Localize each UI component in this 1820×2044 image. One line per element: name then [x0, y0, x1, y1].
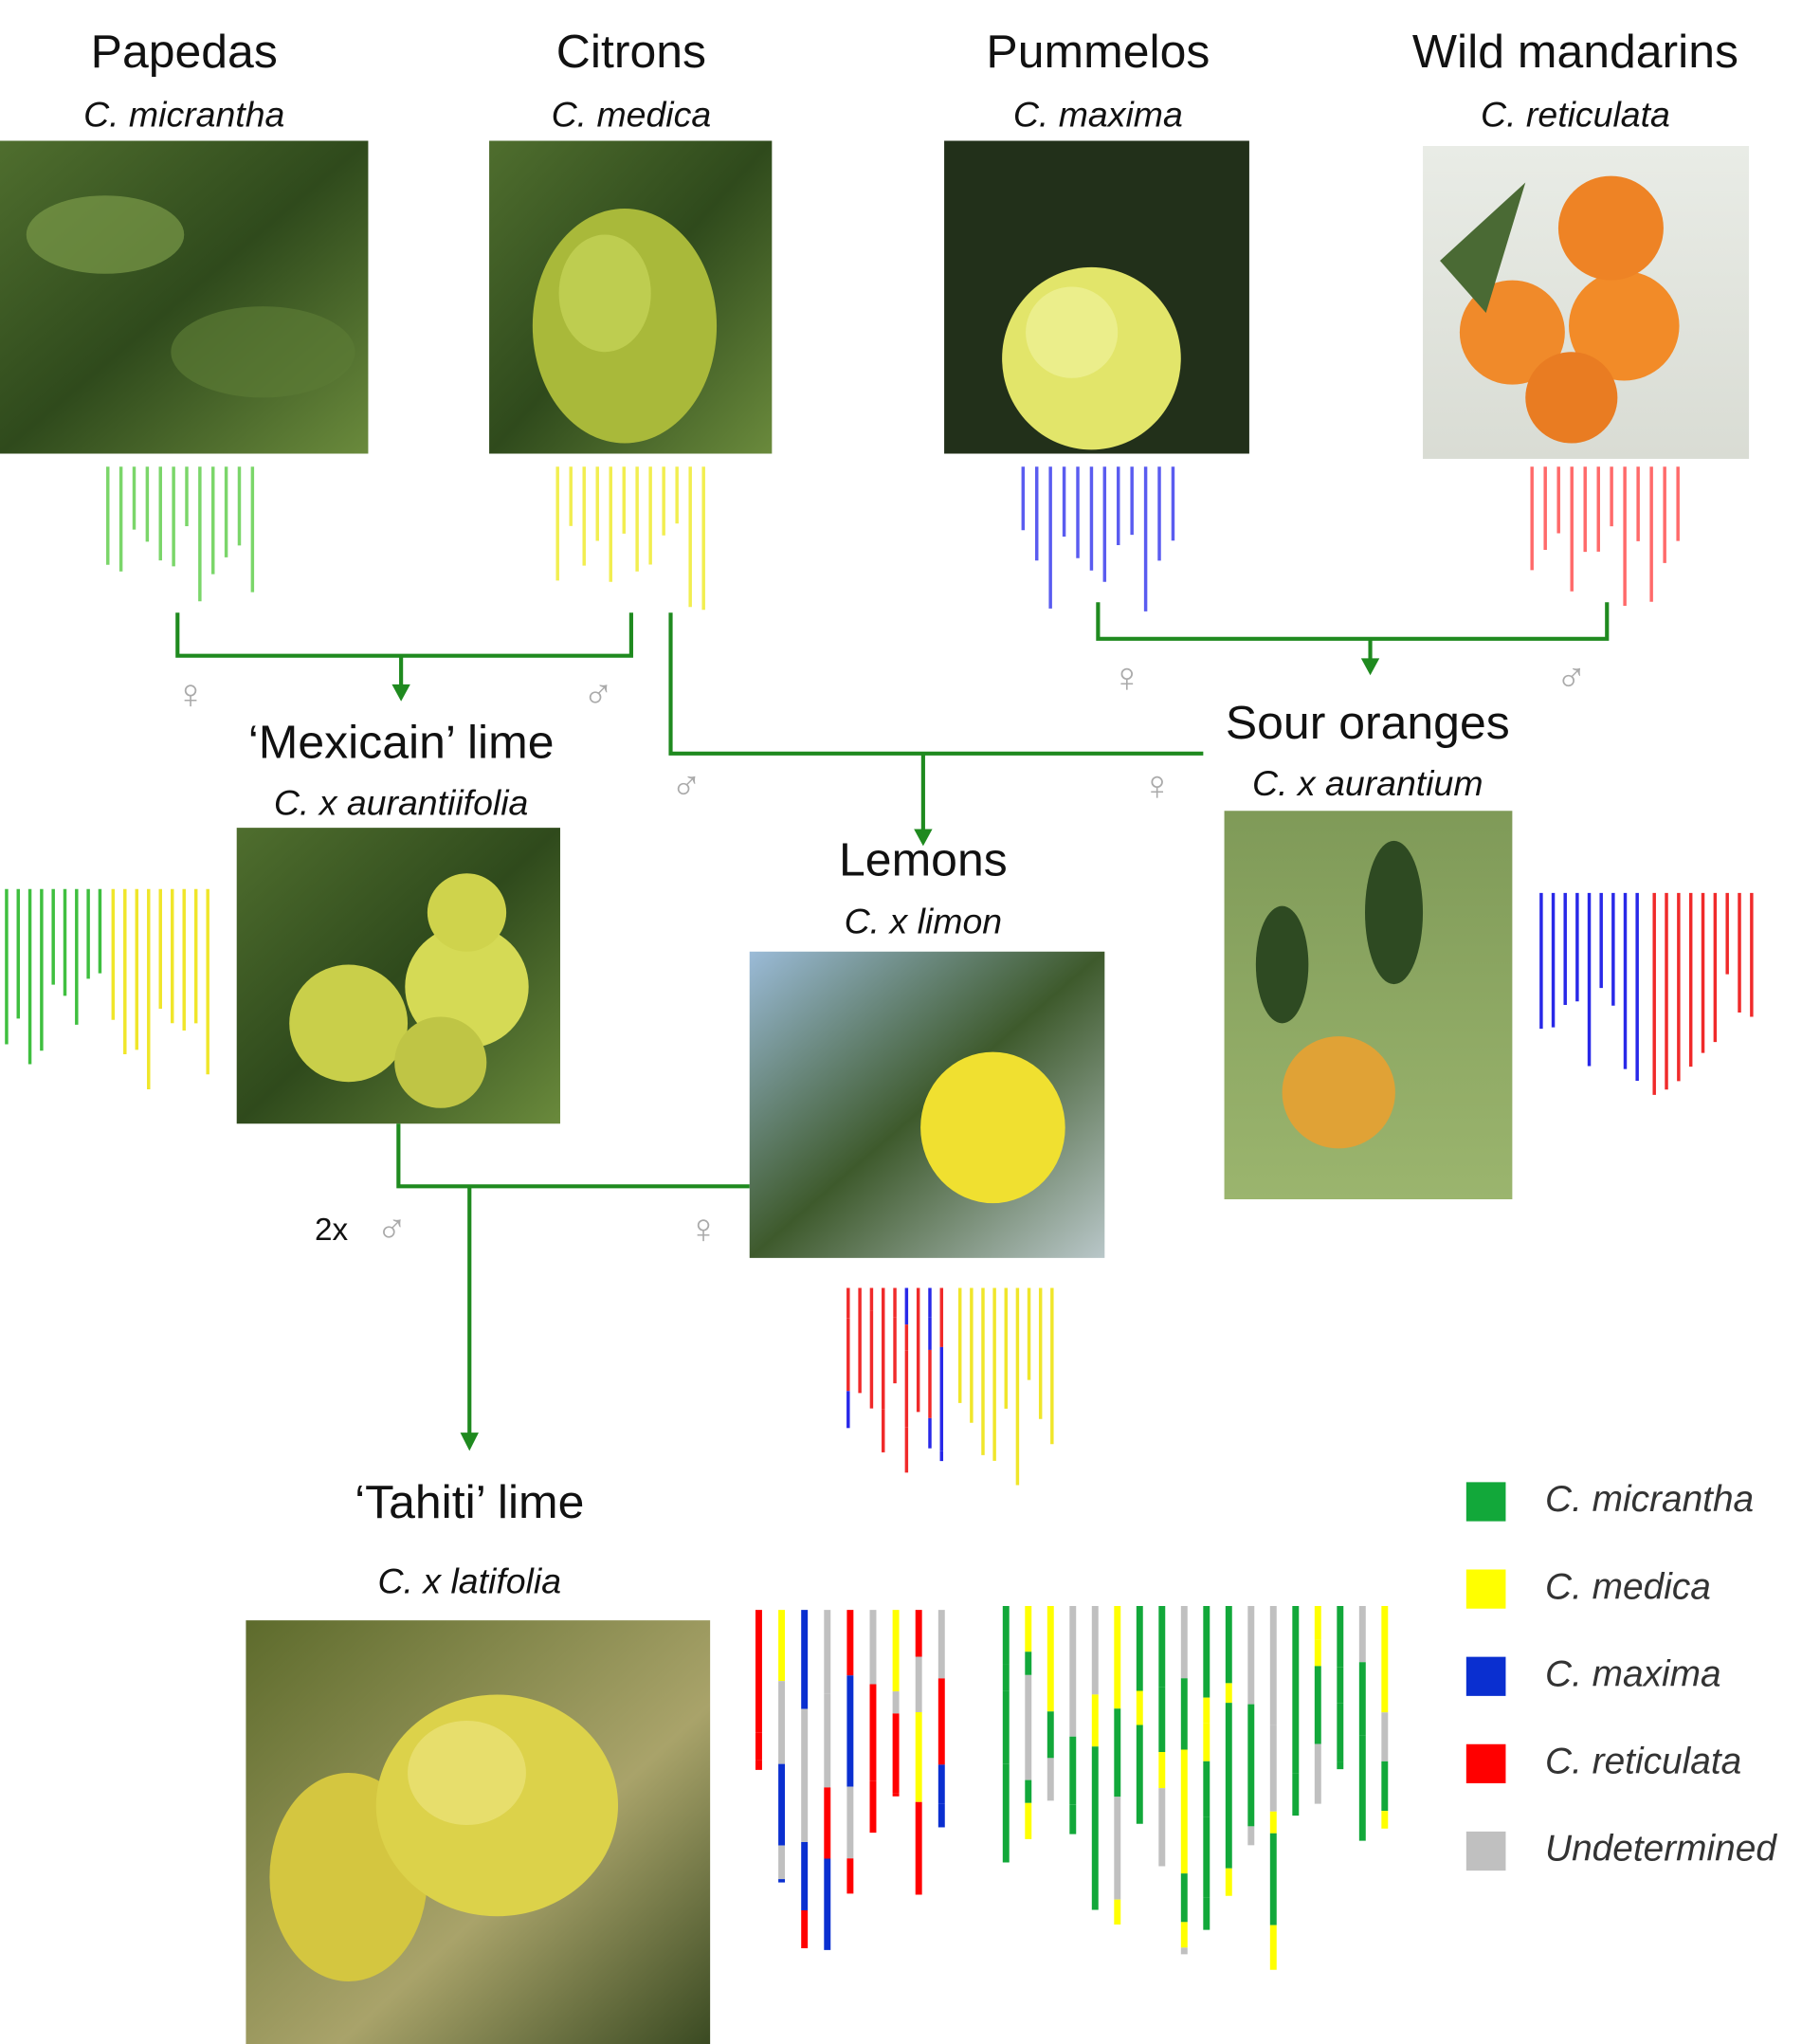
sex-symbol: ♂: [671, 763, 702, 810]
node-title: ‘Tahiti’ lime: [355, 1475, 584, 1528]
legend-swatch: [1465, 1569, 1506, 1609]
photo-citron: [489, 140, 773, 454]
node-title: Citrons: [556, 25, 706, 78]
node-species: C. x aurantium: [1252, 763, 1483, 803]
legend-label: C. medica: [1545, 1566, 1711, 1607]
photo-pummelo: [944, 140, 1249, 454]
node-species: C. maxima: [1013, 95, 1183, 135]
sex-symbol: ♀: [1111, 655, 1142, 702]
legend-label: C. micrantha: [1545, 1479, 1754, 1520]
legend-label: C. reticulata: [1545, 1742, 1741, 1782]
chromosome-bars: [5, 466, 1754, 1970]
arrow-heads: [391, 658, 1380, 1451]
legend-label: Undetermined: [1545, 1829, 1777, 1870]
node-title: Pummelos: [986, 25, 1210, 78]
photo-mandarin: [1423, 146, 1750, 459]
node-species: C. reticulata: [1481, 95, 1670, 135]
node-title: ‘Mexicain’ lime: [248, 716, 555, 769]
sex-symbol: ♂: [1556, 655, 1587, 702]
node-title: Sour oranges: [1226, 696, 1510, 749]
photo-tahiti-lime: [246, 1620, 711, 2044]
labels: Papedas C. micrantha Citrons C. medica Pumme…: [83, 25, 1777, 1871]
node-species: C. micrantha: [83, 95, 284, 135]
cross-lines: [175, 602, 1610, 1441]
photo-papedas: [0, 140, 369, 454]
node-species: C. x limon: [845, 902, 1002, 941]
ploidy-label: 2x: [315, 1213, 349, 1248]
node-title: Wild mandarins: [1412, 25, 1738, 78]
sex-symbol: ♂: [376, 1206, 408, 1252]
node-species: C. x aurantiifolia: [274, 783, 528, 823]
photo-mexican-lime: [236, 828, 560, 1124]
sex-symbol: ♀: [175, 671, 207, 718]
legend-label: C. maxima: [1545, 1654, 1721, 1695]
sex-symbol: ♀: [688, 1206, 719, 1252]
node-species: C. medica: [552, 95, 712, 135]
sex-symbol: ♀: [1141, 763, 1173, 810]
legend-swatch: [1465, 1482, 1506, 1522]
legend-swatch: [1465, 1831, 1506, 1871]
photo-sour-orange: [1224, 811, 1513, 1199]
legend-swatch: [1465, 1743, 1506, 1783]
node-species: C. x latifolia: [377, 1561, 561, 1601]
node-title: Lemons: [839, 833, 1008, 886]
legend-swatch: [1465, 1656, 1506, 1696]
photo-lemon: [749, 951, 1105, 1258]
node-title: Papedas: [91, 25, 278, 78]
sex-symbol: ♂: [583, 671, 614, 718]
